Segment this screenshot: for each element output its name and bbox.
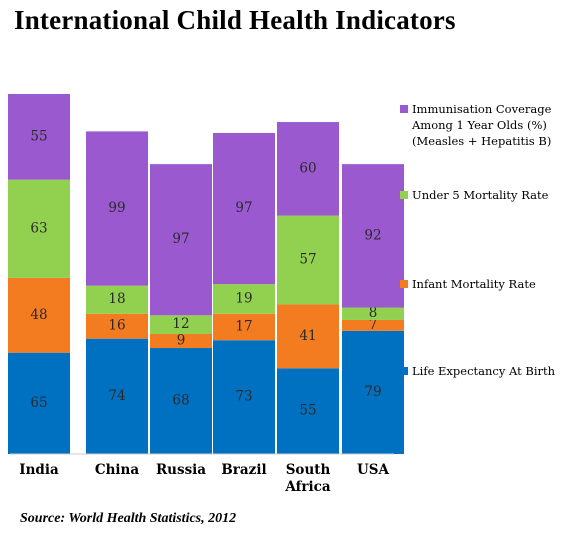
- bar-segment-india-immunisation-coverage-am: [8, 94, 70, 180]
- bars-group: 65 48 63 55 74 16 18 99 68 912 97 73 17 19 97 55 41 57 60 7…: [8, 94, 404, 454]
- legend-label: Under 5 Mortality Rate: [412, 188, 549, 202]
- bar-segment-brazil-immunisation-coverage-am: [213, 132, 275, 285]
- data-label-usa-1: 7: [369, 317, 378, 333]
- bar-segment-south-africa-life-expectancy-at-birth: [277, 368, 339, 454]
- data-label-brazil-2: 19: [235, 290, 252, 306]
- data-label-india-3: 55: [30, 128, 47, 144]
- bar-segment-russia-under-5-mortality-rate: [150, 315, 212, 334]
- data-label-russia-1: 9: [177, 333, 186, 349]
- legend-label: Infant Mortality Rate: [412, 277, 536, 291]
- data-label-brazil-1: 17: [235, 318, 252, 334]
- bar-segment-south-africa-under-5-mortality-rate: [277, 215, 339, 305]
- bar-segment-south-africa-infant-mortality-rate: [277, 304, 339, 369]
- data-label-south-africa-2: 57: [299, 251, 316, 267]
- bar-segment-russia-infant-mortality-rate: [150, 334, 212, 349]
- bar-segment-south-africa-immunisation-coverage-am: [277, 122, 339, 216]
- bar-segment-usa-infant-mortality-rate: [342, 319, 404, 331]
- data-label-china-3: 99: [108, 200, 125, 216]
- data-label-russia-3: 97: [172, 231, 189, 247]
- category-label-usa: USA: [357, 462, 390, 478]
- data-label-south-africa-3: 60: [299, 160, 316, 176]
- category-label-india: India: [19, 462, 59, 478]
- legend-label: Life Expectancy At Birth: [412, 364, 556, 378]
- data-label-india-1: 48: [30, 307, 47, 323]
- data-label-russia-0: 68: [172, 393, 189, 409]
- bar-segment-russia-life-expectancy-at-birth: [150, 348, 212, 454]
- legend-swatch: [400, 367, 408, 375]
- legend-swatch: [400, 280, 408, 288]
- category-labels-group: India China Russia Brazil South Africa USA: [19, 462, 389, 495]
- bar-segment-china-life-expectancy-at-birth: [86, 338, 148, 454]
- bar-segment-brazil-under-5-mortality-rate: [213, 284, 275, 314]
- bar-segment-usa-immunisation-coverage-am: [342, 164, 404, 308]
- bar-segment-brazil-life-expectancy-at-birth: [213, 340, 275, 454]
- data-label-china-1: 16: [108, 318, 125, 334]
- category-label-russia: Russia: [156, 462, 206, 478]
- data-label-russia-2: 12: [172, 316, 189, 332]
- source-note: Source: World Health Statistics, 2012: [20, 511, 237, 526]
- data-label-brazil-3: 97: [235, 200, 252, 216]
- data-label-usa-3: 92: [364, 227, 381, 243]
- bar-segment-china-immunisation-coverage-am: [86, 131, 148, 286]
- bar-segment-russia-immunisation-coverage-am: [150, 164, 212, 316]
- data-label-usa-0: 79: [364, 384, 381, 400]
- bar-segment-india-under-5-mortality-rate: [8, 179, 70, 278]
- bar-segment-usa-life-expectancy-at-birth: [342, 330, 404, 454]
- legend-label: Immunisation Coverage Among 1 Year Olds …: [412, 102, 552, 148]
- legend-swatch: [400, 105, 408, 113]
- bar-segment-india-life-expectancy-at-birth: [8, 352, 70, 454]
- category-label-china: China: [95, 462, 140, 478]
- data-label-china-2: 18: [108, 291, 125, 307]
- category-label-south-africa: South Africa: [284, 462, 331, 495]
- bar-segment-usa-under-5-mortality-rate: [342, 307, 404, 320]
- data-label-india-0: 65: [30, 395, 47, 411]
- data-label-india-2: 63: [30, 220, 47, 236]
- data-label-usa-2: 8: [369, 305, 378, 321]
- chart-title: International Child Health Indicators: [14, 5, 456, 35]
- data-label-south-africa-1: 41: [299, 328, 316, 344]
- bar-segment-china-infant-mortality-rate: [86, 313, 148, 339]
- bar-segment-india-infant-mortality-rate: [8, 277, 70, 353]
- legend-swatch: [400, 191, 408, 199]
- data-label-south-africa-0: 55: [299, 403, 316, 419]
- data-label-brazil-0: 73: [235, 389, 252, 405]
- bar-segment-china-under-5-mortality-rate: [86, 285, 148, 314]
- category-label-brazil: Brazil: [221, 462, 266, 478]
- bar-segment-brazil-infant-mortality-rate: [213, 313, 275, 341]
- data-label-china-0: 74: [108, 388, 125, 404]
